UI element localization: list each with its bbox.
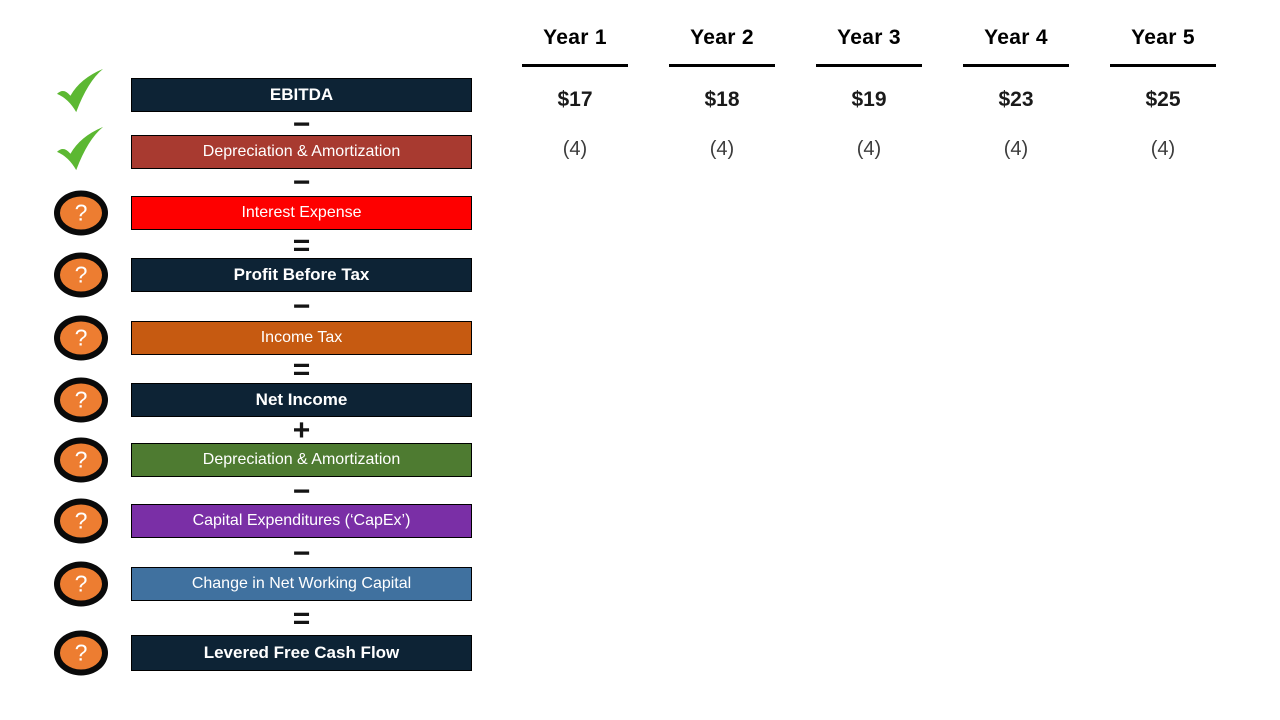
year-underline	[522, 64, 628, 67]
flow-row-profit-before-tax: ? Profit Before Tax	[54, 252, 472, 298]
question-mark: ?	[74, 570, 88, 597]
bar-label: Capital Expenditures (‘CapEx’)	[192, 512, 411, 529]
bar-dep-amort-addback: Depreciation & Amortization	[131, 443, 472, 477]
bar-label: Interest Expense	[241, 204, 362, 221]
ebitda-value: $19	[851, 88, 887, 111]
question-badge: ?	[49, 190, 113, 236]
bar-net-income: Net Income	[131, 383, 472, 417]
check-icon	[49, 125, 113, 173]
ebitda-value: $23	[998, 88, 1034, 111]
operator-minus-icon: −	[292, 108, 311, 141]
bar-label: Depreciation & Amortization	[202, 451, 401, 468]
operator-plus-icon: +	[292, 414, 311, 447]
bar-interest-expense: Interest Expense	[131, 196, 472, 230]
flow-row-change-nwc: ? Change in Net Working Capital	[54, 561, 472, 607]
year-header: Year 5	[1131, 26, 1195, 49]
bar-label: Net Income	[255, 390, 348, 409]
operator-equals-icon: =	[292, 602, 311, 635]
ebitda-value: $25	[1145, 88, 1181, 111]
year-underline	[669, 64, 775, 67]
question-badge: ?	[49, 377, 113, 423]
question-mark: ?	[74, 507, 88, 534]
bar-profit-before-tax: Profit Before Tax	[131, 258, 472, 292]
year-underline	[816, 64, 922, 67]
question-mark: ?	[74, 199, 88, 226]
question-badge: ?	[49, 498, 113, 544]
flow-row-dep-amort: Depreciation & Amortization	[57, 126, 472, 171]
ebitda-value: $18	[704, 88, 740, 111]
bar-capex: Capital Expenditures (‘CapEx’)	[131, 504, 472, 538]
question-badge: ?	[49, 561, 113, 607]
flow-row-capex: ? Capital Expenditures (‘CapEx’)	[54, 498, 472, 544]
operator-minus-icon: −	[292, 475, 311, 508]
question-mark: ?	[74, 446, 88, 473]
bar-label: Levered Free Cash Flow	[203, 643, 400, 662]
check-mark-path	[57, 68, 104, 113]
bar-income-tax: Income Tax	[131, 321, 472, 355]
year-column-3: Year 3 $19 (4)	[816, 24, 922, 163]
operator-minus-icon: −	[292, 290, 311, 323]
question-mark: ?	[74, 639, 88, 666]
bar-dep-amort: Depreciation & Amortization	[131, 135, 472, 169]
year-underline	[963, 64, 1069, 67]
year-column-1: Year 1 $17 (4)	[522, 24, 628, 163]
question-mark: ?	[74, 261, 88, 288]
bar-levered-fcf: Levered Free Cash Flow	[131, 635, 472, 671]
bar-change-nwc: Change in Net Working Capital	[131, 567, 472, 601]
year-header: Year 3	[837, 26, 901, 49]
operator-equals-icon: =	[292, 353, 311, 386]
year-underline	[1110, 64, 1216, 67]
year-values-table: Year 1 $17 (4) Year 2 $18 (4) Year 3 $19…	[522, 24, 1216, 163]
da-value: (4)	[709, 138, 735, 160]
question-mark: ?	[74, 386, 88, 413]
bar-label: Depreciation & Amortization	[202, 143, 401, 160]
year-column-4: Year 4 $23 (4)	[963, 24, 1069, 163]
year-header: Year 1	[543, 26, 607, 49]
bar-label: Change in Net Working Capital	[191, 575, 412, 592]
da-value: (4)	[856, 138, 882, 160]
flow-row-dep-amort-addback: ? Depreciation & Amortization	[54, 437, 472, 483]
ebitda-value: $17	[557, 88, 593, 111]
da-value: (4)	[1150, 138, 1176, 160]
check-icon	[49, 67, 113, 115]
bar-label: EBITDA	[269, 85, 334, 104]
flow-row-ebitda: EBITDA	[57, 68, 472, 113]
question-badge: ?	[49, 630, 113, 676]
operator-equals-icon: =	[292, 229, 311, 262]
question-mark: ?	[74, 324, 88, 351]
year-column-2: Year 2 $18 (4)	[669, 24, 775, 163]
flow-row-income-tax: ? Income Tax	[54, 315, 472, 361]
year-column-5: Year 5 $25 (4)	[1110, 24, 1216, 163]
question-badge: ?	[49, 315, 113, 361]
bar-label: Profit Before Tax	[233, 265, 370, 284]
year-header: Year 4	[984, 26, 1048, 49]
question-badge: ?	[49, 437, 113, 483]
operator-minus-icon: −	[292, 537, 311, 570]
flow-row-net-income: ? Net Income	[54, 377, 472, 423]
check-mark-path	[57, 126, 104, 171]
da-value: (4)	[1003, 138, 1029, 160]
bar-label: Income Tax	[260, 329, 343, 346]
da-value: (4)	[562, 138, 588, 160]
year-header: Year 2	[690, 26, 754, 49]
flow-row-levered-fcf: ? Levered Free Cash Flow	[54, 630, 472, 676]
flow-row-interest-expense: ? Interest Expense	[54, 190, 472, 236]
question-badge: ?	[49, 252, 113, 298]
bar-ebitda: EBITDA	[131, 78, 472, 112]
operator-minus-icon: −	[292, 166, 311, 199]
